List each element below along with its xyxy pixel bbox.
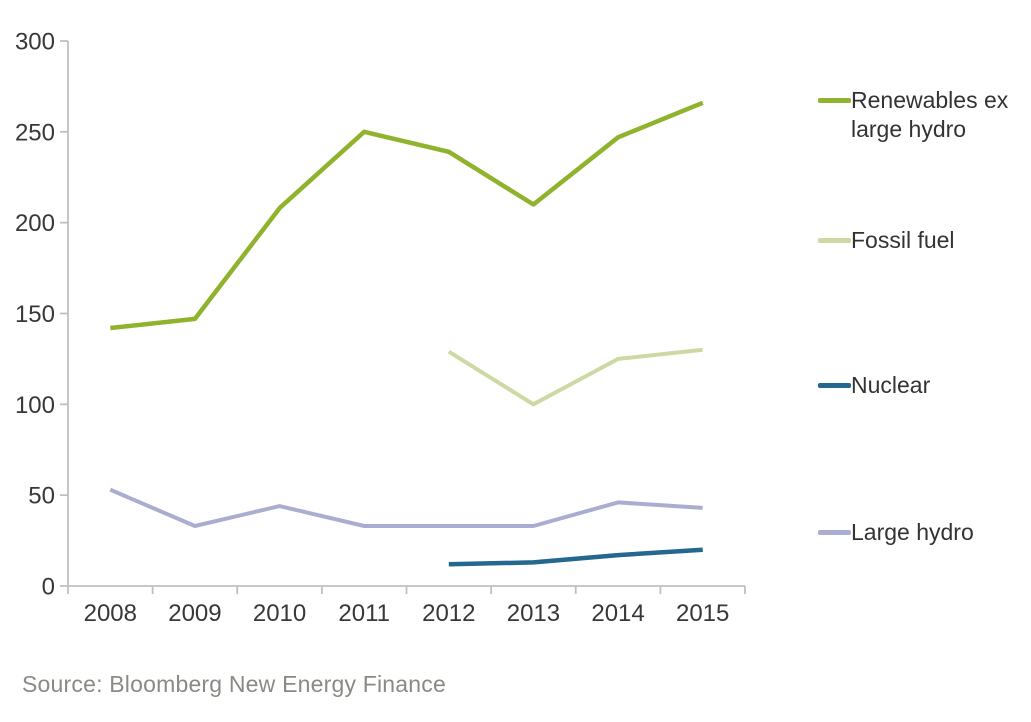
y-tick-label: 200	[15, 210, 55, 237]
y-tick-label: 0	[42, 574, 55, 601]
source-note: Source: Bloomberg New Energy Finance	[22, 671, 446, 697]
y-tick-label: 100	[15, 392, 55, 419]
x-tick-label: 2008	[84, 600, 137, 627]
x-tick-label: 2011	[338, 600, 390, 627]
y-tick-label: 50	[28, 483, 55, 510]
x-tick-label: 2010	[253, 600, 306, 627]
y-tick-label: 300	[15, 29, 55, 56]
y-tick-label: 250	[15, 119, 55, 146]
series-line-nuclear	[448, 547, 703, 567]
series-line-fossil-fuel	[447, 347, 703, 407]
x-tick-label: 2009	[168, 600, 221, 627]
x-tick-label: 2013	[507, 600, 560, 627]
series-line-large-hydro	[109, 487, 703, 528]
x-tick-label: 2012	[422, 600, 475, 627]
y-tick-label: 150	[15, 301, 55, 328]
series-line-renewables-ex-large-hydro	[110, 100, 704, 331]
x-tick-label: 2014	[591, 600, 644, 627]
x-tick-label: 2015	[676, 600, 729, 627]
